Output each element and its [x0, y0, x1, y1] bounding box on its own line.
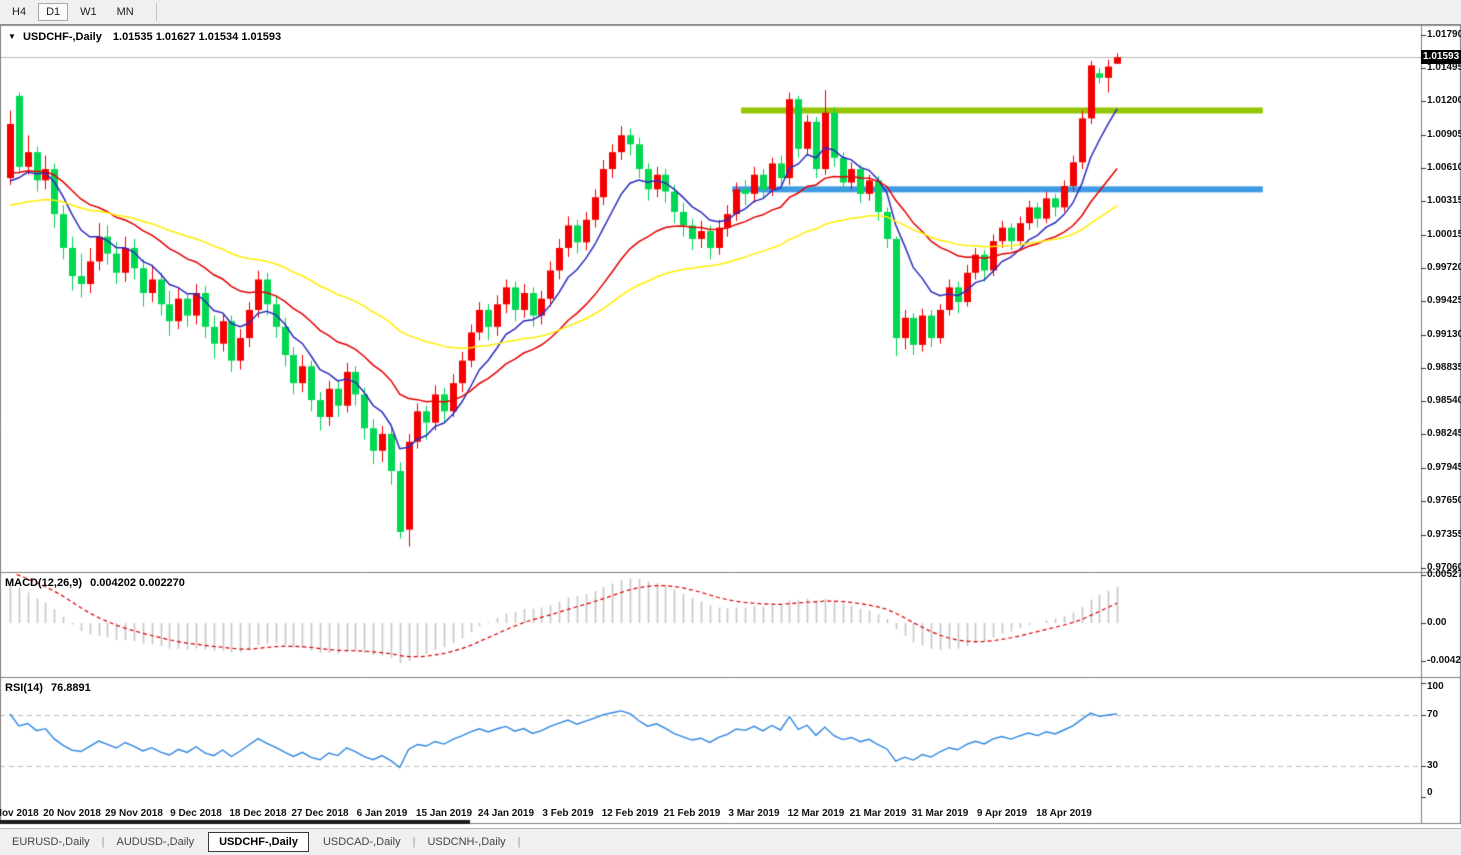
tab-separator: |: [101, 836, 105, 848]
toolbar-separator: [155, 3, 157, 21]
timeframe-mn-button[interactable]: MN: [116, 6, 134, 18]
timeframe-d1-button[interactable]: D1: [38, 3, 69, 21]
timeframe-w1-button[interactable]: W1: [80, 6, 97, 18]
timeframe-h4-button[interactable]: H4: [12, 6, 27, 18]
tab-separator: |: [517, 836, 521, 848]
tab-usdchf-daily[interactable]: USDCHF-,Daily: [208, 832, 309, 852]
tab-eurusd-daily[interactable]: EURUSD-,Daily: [12, 836, 90, 848]
tab-separator: |: [412, 836, 416, 848]
tab-usdcad-daily[interactable]: USDCAD-,Daily: [322, 836, 401, 848]
tab-audusd-daily[interactable]: AUDUSD-,Daily: [116, 836, 195, 848]
chart-tabs-bar: EURUSD-,Daily | AUDUSD-,Daily USDCHF-,Da…: [0, 828, 1461, 855]
timeframe-toolbar: H4 D1 W1 MN: [0, 0, 1461, 25]
tab-usdcnh-daily[interactable]: USDCNH-,Daily: [427, 836, 506, 848]
